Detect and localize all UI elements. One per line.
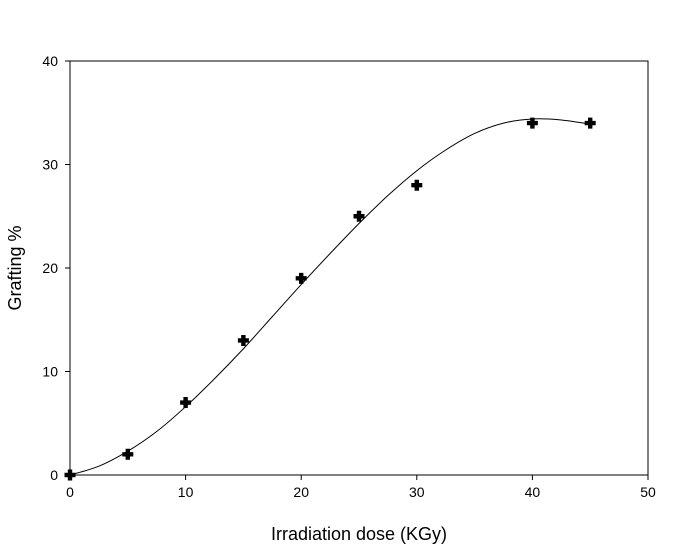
y-tick-label: 20: [42, 260, 58, 276]
x-axis-ticks: 0 10 20 30 40 50: [66, 475, 656, 500]
y-tick-label: 40: [42, 53, 58, 69]
data-point: [295, 272, 307, 284]
x-tick-label: 50: [640, 484, 656, 500]
data-points-layer: [64, 117, 596, 481]
x-tick-label: 0: [66, 484, 74, 500]
data-point: [411, 179, 423, 191]
data-point: [237, 334, 249, 346]
x-tick-label: 40: [525, 484, 541, 500]
fit-curve: [69, 118, 591, 476]
y-axis-ticks: 0 10 20 30 40: [42, 53, 70, 483]
x-tick-label: 30: [409, 484, 425, 500]
plot-area-frame: [69, 60, 649, 476]
y-tick-label: 10: [42, 364, 58, 380]
data-point: [353, 210, 365, 222]
data-point: [584, 117, 596, 129]
y-axis-title: Grafting %: [5, 225, 25, 310]
data-point: [180, 397, 192, 409]
data-point: [122, 448, 134, 460]
y-tick-label: 30: [42, 157, 58, 173]
x-axis-title: Irradiation dose (KGy): [271, 524, 447, 544]
fit-curve-layer: [69, 118, 591, 476]
data-point: [526, 117, 538, 129]
x-tick-label: 20: [293, 484, 309, 500]
data-point: [64, 469, 76, 481]
y-tick-label: 0: [50, 467, 58, 483]
x-tick-label: 10: [178, 484, 194, 500]
